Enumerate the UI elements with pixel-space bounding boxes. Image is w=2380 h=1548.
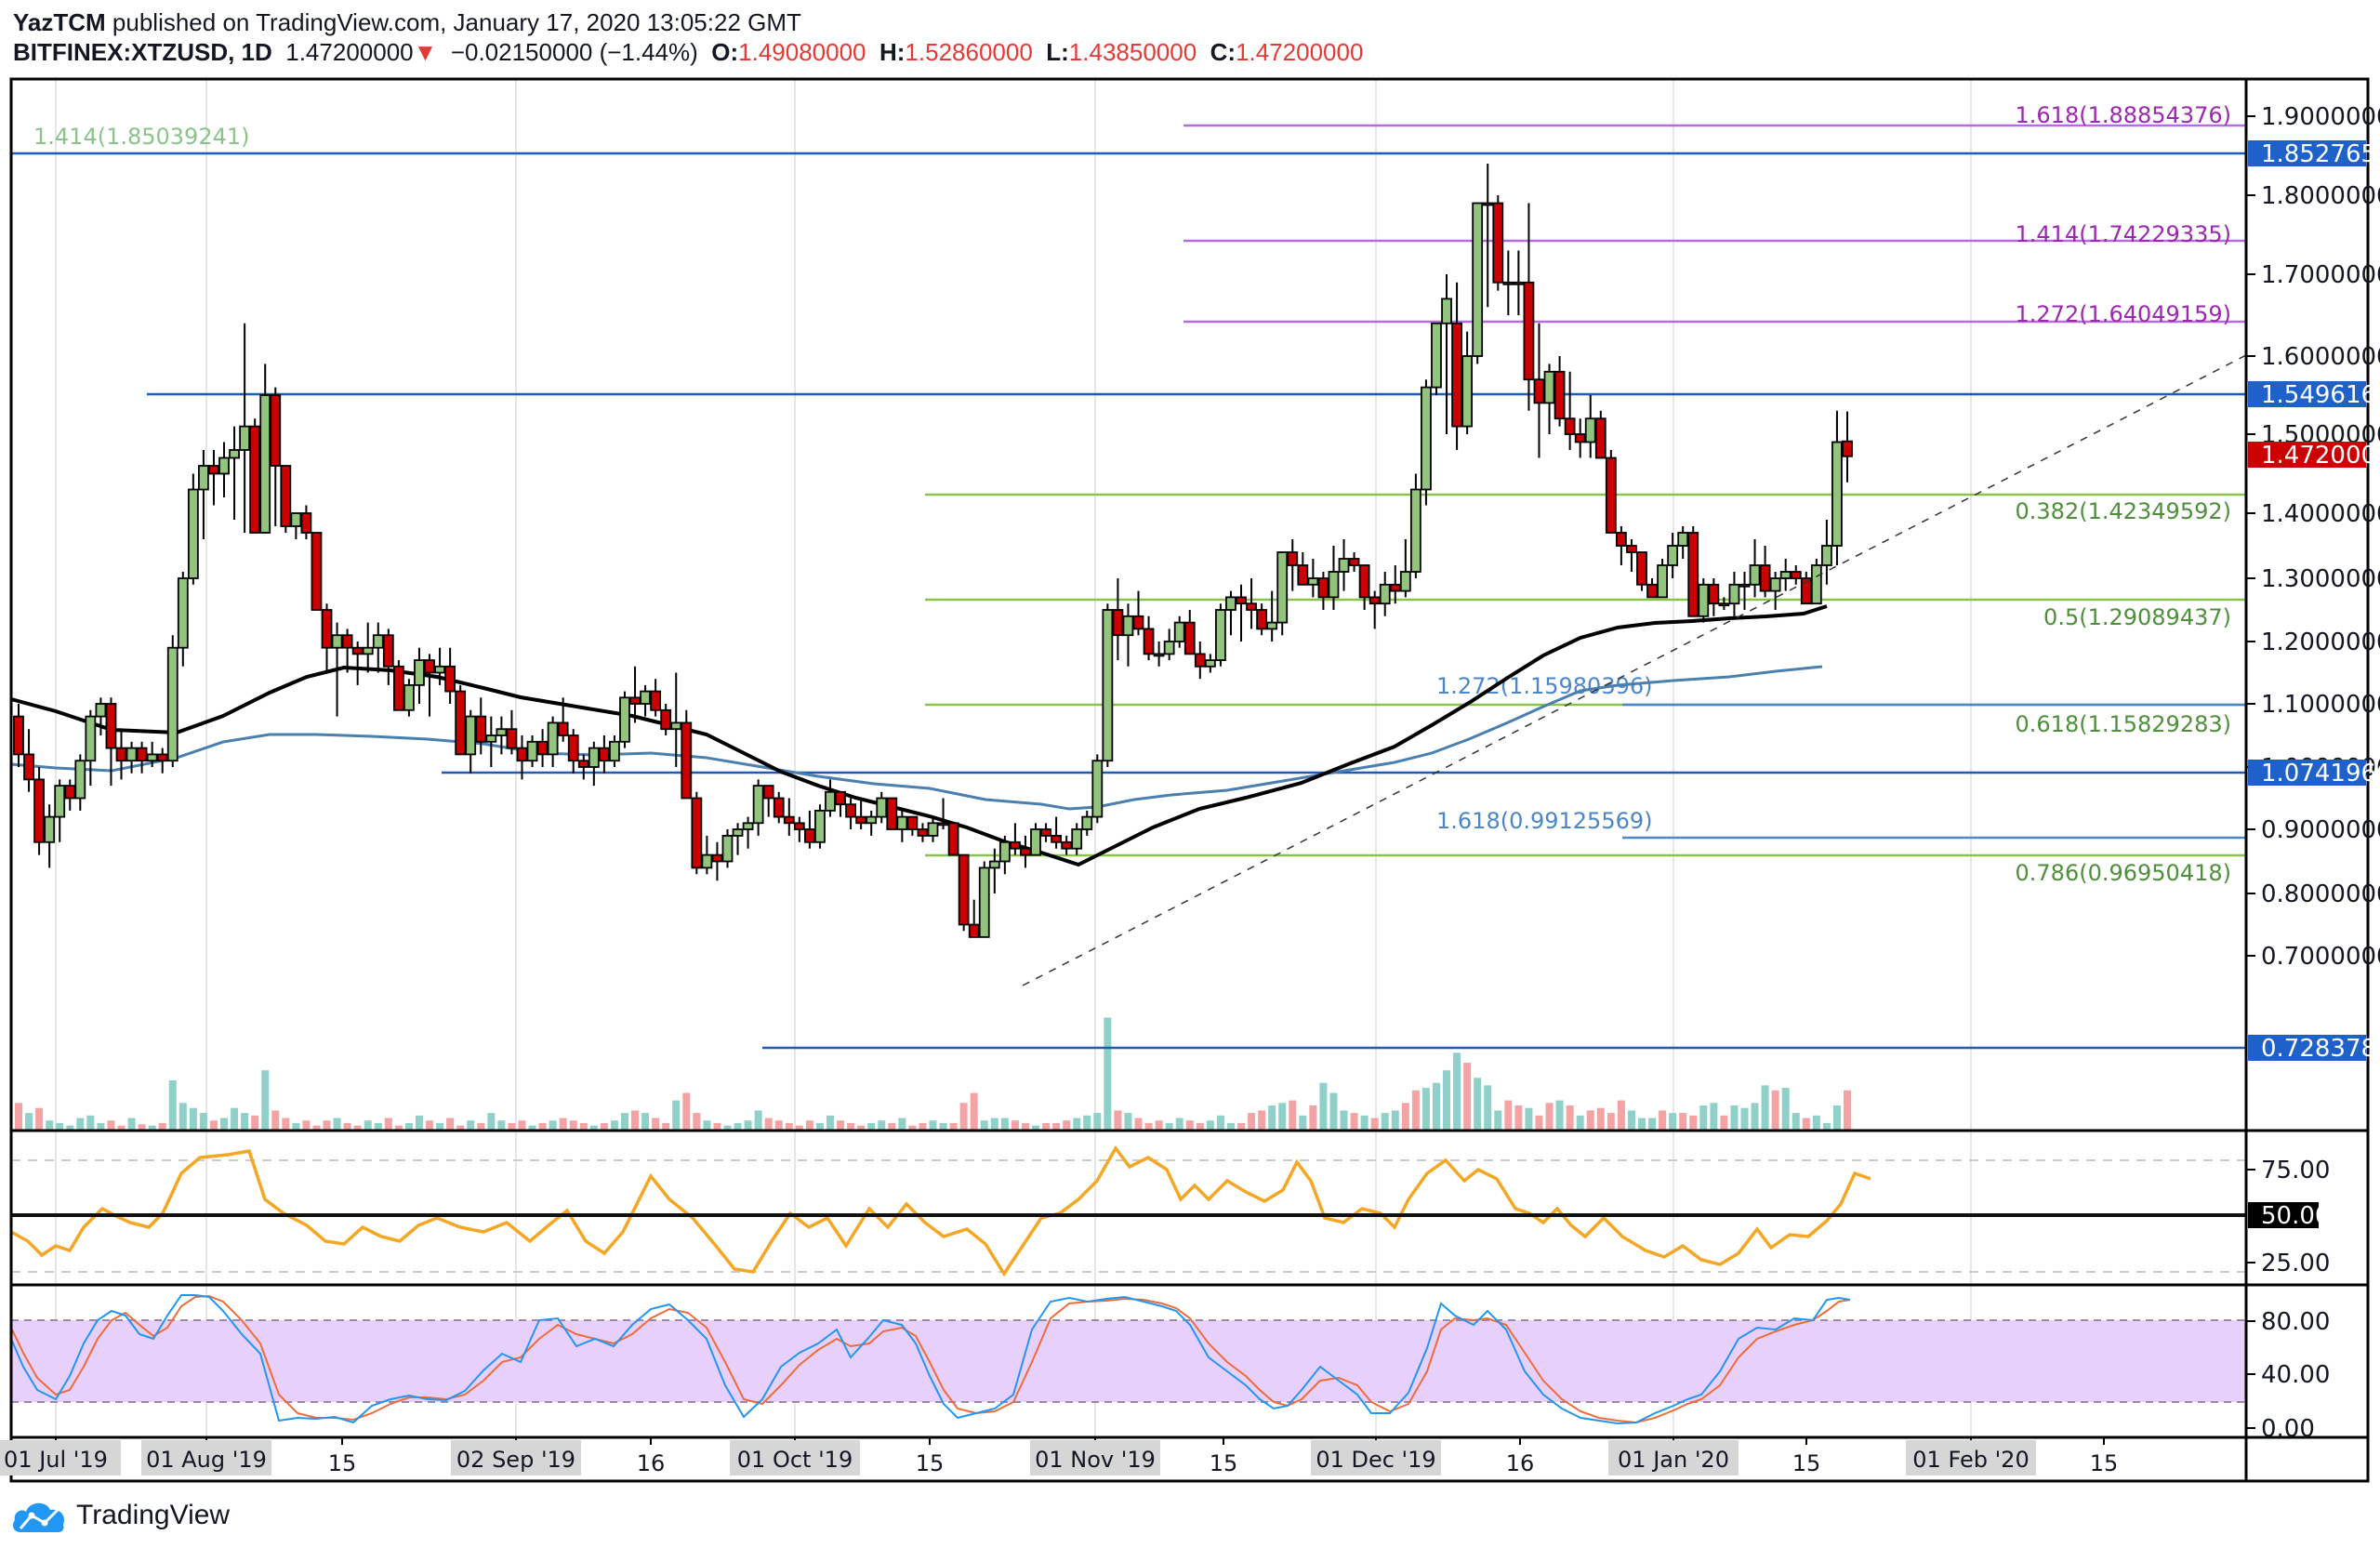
author-name[interactable]: YazTCM <box>13 8 106 36</box>
fib-levels[interactable]: 1.618(1.88854376) 1.414(1.74229335) 1.272(… <box>11 102 2246 1050</box>
svg-text:0.70000000: 0.70000000 <box>2261 943 2380 971</box>
fib-level-label: 0.786(0.96950418) <box>2016 860 2232 886</box>
fib-level-label: 0.5(1.29089437) <box>2043 604 2231 630</box>
rsi-pane <box>10 1144 2246 1277</box>
svg-text:0.80000000: 0.80000000 <box>2261 880 2380 908</box>
time-axis[interactable]: 01 Jul '19 01 Aug '19 15 02 Sep '19 16 01 Oct… <box>0 1437 2118 1476</box>
svg-text:16: 16 <box>1506 1450 1535 1476</box>
fib-level-label: 1.272(1.64049159) <box>2016 301 2232 327</box>
stoch-k-line <box>10 1294 1851 1425</box>
svg-text:50.00: 50.00 <box>2261 1202 2330 1230</box>
svg-text:02 Sep '19: 02 Sep '19 <box>456 1447 575 1473</box>
stoch-d-line <box>10 1294 1851 1424</box>
svg-text:1.10000000: 1.10000000 <box>2261 691 2380 719</box>
trendline[interactable] <box>1022 354 2247 986</box>
fib-level-label: 0.618(1.15829283) <box>2016 711 2232 737</box>
svg-text:1.20000000: 1.20000000 <box>2261 628 2380 656</box>
price-label-badge <box>2248 1035 2366 1061</box>
price-label-badge <box>2248 442 2366 468</box>
svg-text:15: 15 <box>2090 1450 2119 1476</box>
svg-text:15: 15 <box>1792 1450 1821 1476</box>
svg-text:25.00: 25.00 <box>2261 1250 2330 1277</box>
ma-200-line <box>10 665 1823 811</box>
candlesticks <box>13 164 1853 938</box>
low-value: 1.43850000 <box>1068 38 1197 66</box>
svg-text:0.90000000: 0.90000000 <box>2261 816 2380 844</box>
svg-text:1.30000000: 1.30000000 <box>2261 565 2380 593</box>
open-label: O: <box>711 38 739 66</box>
svg-text:0.00: 0.00 <box>2261 1415 2315 1443</box>
grid-lines <box>55 79 1972 1437</box>
publish-info: YazTCM published on TradingView.com, Jan… <box>13 7 801 37</box>
rsi-line <box>10 1144 1871 1277</box>
price-label-badge <box>2248 760 2366 786</box>
moving-averages <box>10 604 1828 867</box>
svg-text:15: 15 <box>328 1450 357 1476</box>
high-value: 1.52860000 <box>905 38 1033 66</box>
symbol-legend: BITFINEX:XTZUSD, 1D 1.47200000▼ −0.02150… <box>13 37 1363 67</box>
svg-text:01 Nov '19: 01 Nov '19 <box>1035 1447 1156 1473</box>
svg-text:15: 15 <box>1210 1450 1238 1476</box>
close-value: 1.47200000 <box>1236 38 1364 66</box>
last-price: 1.47200000 <box>285 38 414 66</box>
price-label-badge <box>2248 381 2366 407</box>
svg-text:80.00: 80.00 <box>2261 1308 2330 1336</box>
svg-text:1.40000000: 1.40000000 <box>2261 500 2380 528</box>
svg-text:01 Oct '19: 01 Oct '19 <box>737 1447 853 1473</box>
low-label: L: <box>1046 38 1069 66</box>
svg-text:01 Aug '19: 01 Aug '19 <box>146 1447 267 1473</box>
tradingview-brand: TradingView <box>76 1500 231 1530</box>
fib-level-label: 1.414(1.74229335) <box>2016 221 2232 247</box>
price-change: −0.02150000 (−1.44%) <box>450 38 698 66</box>
svg-text:01 Jul '19: 01 Jul '19 <box>4 1447 108 1473</box>
down-arrow-icon: ▼ <box>413 38 438 66</box>
svg-text:1.80000000: 1.80000000 <box>2261 182 2380 210</box>
high-label: H: <box>879 38 906 66</box>
svg-text:40.00: 40.00 <box>2261 1361 2330 1389</box>
fib-level-label: 1.618(1.88854376) <box>2016 102 2232 128</box>
svg-text:01 Feb '20: 01 Feb '20 <box>1912 1447 2029 1473</box>
svg-text:1.54961635: 1.54961635 <box>2261 381 2380 409</box>
svg-text:1.70000000: 1.70000000 <box>2261 261 2380 289</box>
fib-level-label: 0.382(1.42349592) <box>2016 498 2232 524</box>
svg-text:1.60000000: 1.60000000 <box>2261 343 2380 371</box>
svg-text:01 Dec '19: 01 Dec '19 <box>1316 1447 1435 1473</box>
open-value: 1.49080000 <box>738 38 866 66</box>
fib-level-label: 1.618(0.99125569) <box>1436 808 1653 834</box>
volume-bars <box>15 1017 1851 1131</box>
stoch-rsi-pane <box>10 1294 2246 1425</box>
chart-frame <box>9 77 2370 1483</box>
symbol-name: BITFINEX:XTZUSD, 1D <box>13 38 272 66</box>
tradingview-cloud-icon <box>13 1502 65 1532</box>
svg-text:1.90000000: 1.90000000 <box>2261 103 2380 131</box>
svg-text:75.00: 75.00 <box>2261 1157 2330 1184</box>
svg-text:0.72837899: 0.72837899 <box>2261 1035 2380 1063</box>
fib-level-label-left: 1.414(1.85039241) <box>33 124 250 150</box>
close-label: C: <box>1210 38 1236 66</box>
tradingview-logo[interactable]: TradingView <box>11 1497 230 1534</box>
svg-text:16: 16 <box>637 1450 666 1476</box>
price-axis[interactable]: 1.90000000 1.80000000 1.70000000 1.60000000… <box>2246 103 2380 1443</box>
rsi-50-badge <box>2248 1202 2319 1228</box>
ma-100-line <box>10 604 1828 867</box>
svg-text:15: 15 <box>916 1450 945 1476</box>
svg-text:01 Jan '20: 01 Jan '20 <box>1618 1447 1729 1473</box>
published-text: published on TradingView.com, January 17… <box>105 8 801 36</box>
price-label-badge <box>2248 140 2366 166</box>
svg-text:1.07419669: 1.07419669 <box>2261 760 2380 787</box>
svg-text:1.85276533: 1.85276533 <box>2261 140 2380 168</box>
svg-text:1.47200000: 1.47200000 <box>2261 442 2380 470</box>
